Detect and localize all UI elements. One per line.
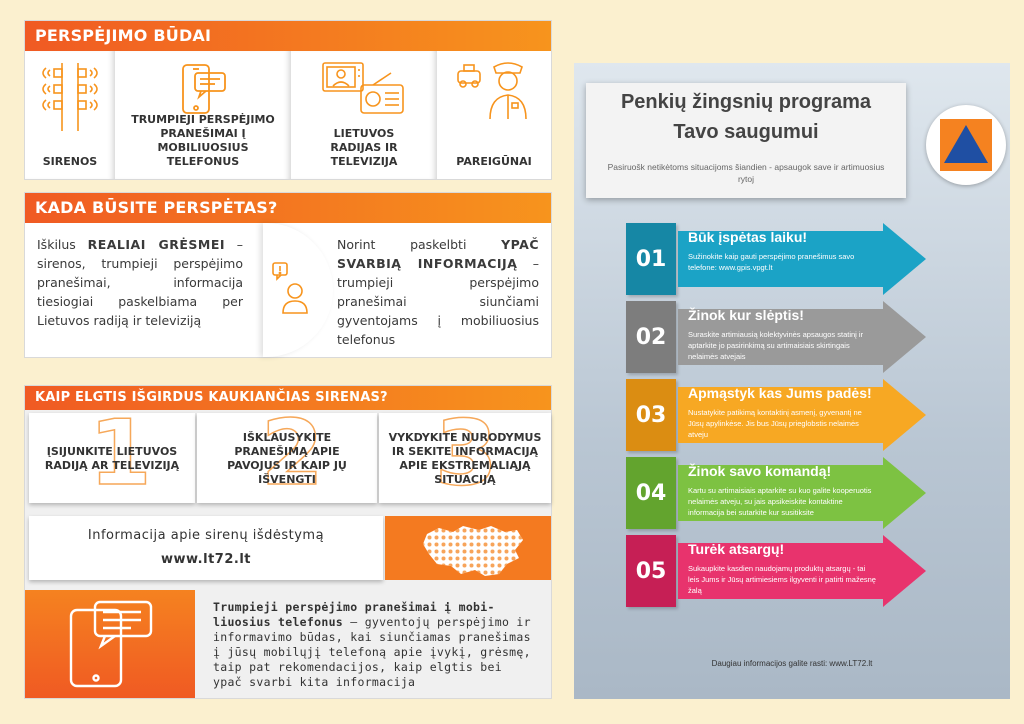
when-right-text: Norint paskelbti YPAČ SVARBIĄ INFORMACIJ… <box>337 237 539 347</box>
step-number-badge: 03 <box>626 379 676 451</box>
step-desc: Sukaupkite kasdien naudojamų produktų at… <box>688 564 876 595</box>
siren-step-1: 1 ĮSIJUNKITE LIETUVOS RADIJĄ AR TELEVIZI… <box>29 408 195 503</box>
step-text: IŠKLAUSYKITE PRANEŠIMĄ APIE PAVOJUS IR K… <box>227 431 347 486</box>
poster-step-5: 05 Turėk atsargų! Sukaupkite kasdien nau… <box>626 535 926 607</box>
step-desc: Suraskite artimiausią kolektyvinės apsau… <box>688 330 864 361</box>
sirens-header: KAIP ELGTIS IŠGIRDUS KAUKIANČIAS SIRENAS… <box>25 386 551 410</box>
step-desc: Nustatykite patikimą kontaktinį asmenį, … <box>688 408 862 439</box>
sirens-panel: KAIP ELGTIS IŠGIRDUS KAUKIANČIAS SIRENAS… <box>24 385 552 699</box>
warning-item-label: TRUMPIEJI PERSPĖJIMO PRANEŠIMAI Į MOBILI… <box>131 113 275 168</box>
mobile-message-icon <box>69 600 153 688</box>
step-text: VYKDYKITE NURODYMUS IR SEKITE INFORMACIJ… <box>388 431 542 486</box>
siren-step-3: 3 VYKDYKITE NURODYMUS IR SEKITE INFORMAC… <box>379 408 551 503</box>
step-title: Žinok savo komandą! <box>688 463 832 479</box>
warning-item-label: SIRENOS <box>42 155 98 168</box>
poster-step-3: 03 Apmąstyk kas Jums padės! Nustatykite … <box>626 379 926 451</box>
map-info-url[interactable]: www.lt72.lt <box>160 552 251 567</box>
civil-protection-logo <box>926 105 1006 185</box>
step-number-badge: 02 <box>626 301 676 373</box>
warning-methods-panel: PERSPĖJIMO BŪDAI SIRENOS <box>24 20 552 180</box>
warning-item-officers: PAREIGŪNAI <box>437 51 551 179</box>
step-title: Būk įspėtas laiku! <box>688 229 808 245</box>
warning-item-label: LIETUVOS RADIJAS IR TELEVIZIJA <box>330 127 398 168</box>
step-number-badge: 01 <box>626 223 676 295</box>
step-title: Apmąstyk kas Jums padės! <box>688 385 872 401</box>
map-info-box: Informacija apie sirenų išdėstymą www.lt… <box>29 516 383 580</box>
sms-text: Trumpieji perspėjimo pranešimai į mobi-l… <box>213 600 531 689</box>
when-panel: KADA BŪSITE PERSPĖTAS? Iškilus REALIAI G… <box>24 192 552 358</box>
step-desc: Sužinokite kaip gauti perspėjimo praneši… <box>688 252 855 272</box>
poster-subtitle: Pasiruošk netikėtoms situacijoms šiandie… <box>607 162 885 184</box>
poster-footer: Daugiau informacijos galite rasti: www.L… <box>711 659 873 668</box>
step-title: Turėk atsargų! <box>688 541 785 557</box>
warning-methods-title: PERSPĖJIMO BŪDAI <box>35 26 212 45</box>
warning-item-label: PAREIGŪNAI <box>456 155 532 168</box>
when-title: KADA BŪSITE PERSPĖTAS? <box>35 198 278 217</box>
arrow-shape <box>678 535 926 607</box>
poster-step-1: 01 Būk įspėtas laiku! Sužinokite kaip ga… <box>626 223 926 295</box>
police-officer-icon <box>457 62 527 120</box>
lithuania-map-box <box>385 516 551 580</box>
sms-icon-box <box>25 590 195 698</box>
step-number: 3 <box>434 401 498 506</box>
arrow-shape <box>678 223 926 295</box>
step-number: 2 <box>260 401 324 506</box>
arrow-shape <box>678 457 926 529</box>
five-steps-poster: Penkių žingsnių programa Tavo saugumui P… <box>574 63 1010 699</box>
warning-item-radio-tv: LIETUVOS RADIJAS IR TELEVIZIJA <box>291 51 437 179</box>
poster-step-4: 04 Žinok savo komandą! Kartu su artimais… <box>626 457 926 529</box>
warning-item-mobile: TRUMPIEJI PERSPĖJIMO PRANEŠIMAI Į MOBILI… <box>115 51 291 179</box>
when-left-text: Iškilus REALIAI GRĖSMEI – sirenos, trump… <box>37 237 243 328</box>
poster-step-2: 02 Žinok kur slėptis! Suraskite artimiau… <box>626 301 926 373</box>
arrow-shape <box>678 379 926 451</box>
triangle-icon <box>944 125 988 163</box>
step-number-badge: 04 <box>626 457 676 529</box>
person-alert-icon <box>272 262 308 314</box>
warning-item-sirens: SIRENOS <box>25 51 115 179</box>
poster-title-line2: Tavo saugumui <box>673 121 819 143</box>
map-info-text: Informacija apie sirenų išdėstymą <box>87 528 325 543</box>
siren-icon <box>42 63 98 131</box>
step-text: ĮSIJUNKITE LIETUVOS RADIJĄ AR TELEVIZIJĄ <box>44 445 180 472</box>
siren-step-2: 2 IŠKLAUSYKITE PRANEŠIMĄ APIE PAVOJUS IR… <box>197 408 377 503</box>
step-number-badge: 05 <box>626 535 676 607</box>
step-desc: Kartu su artimaisiais aptarkite su kuo g… <box>688 486 872 517</box>
poster-title-line1: Penkių žingsnių programa <box>620 91 872 113</box>
step-title: Žinok kur slėptis! <box>688 307 804 323</box>
arrow-shape <box>678 301 926 373</box>
poster-title-box: Penkių žingsnių programa Tavo saugumui P… <box>586 83 906 198</box>
radio-tv-icon <box>322 62 404 114</box>
lithuania-map-icon <box>423 526 523 576</box>
warning-methods-header: PERSPĖJIMO BŪDAI <box>25 21 551 51</box>
sirens-title: KAIP ELGTIS IŠGIRDUS KAUKIANČIAS SIRENAS… <box>35 390 388 405</box>
mobile-phone-icon <box>182 64 226 114</box>
step-number: 1 <box>88 401 152 506</box>
when-header: KADA BŪSITE PERSPĖTAS? <box>25 193 551 223</box>
